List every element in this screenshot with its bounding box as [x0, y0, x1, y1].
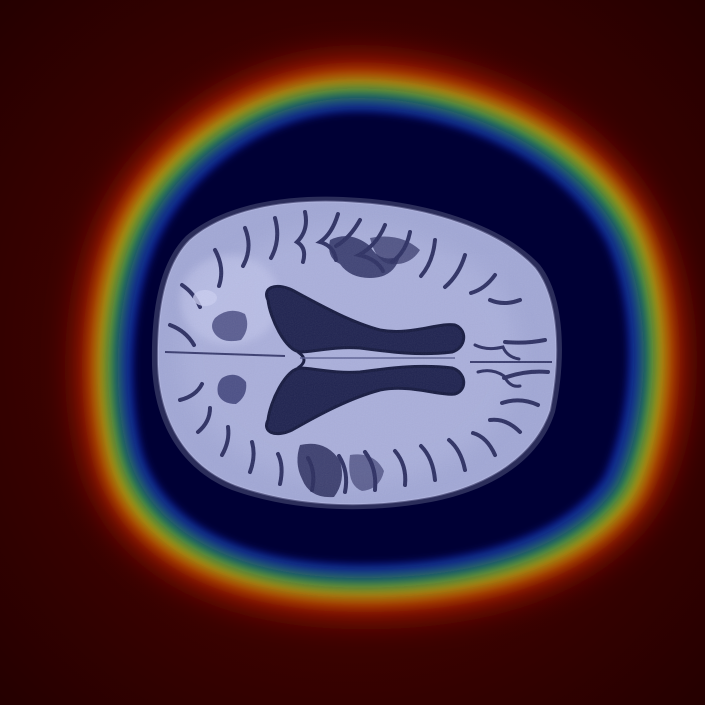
brain-slice: [151, 196, 562, 510]
